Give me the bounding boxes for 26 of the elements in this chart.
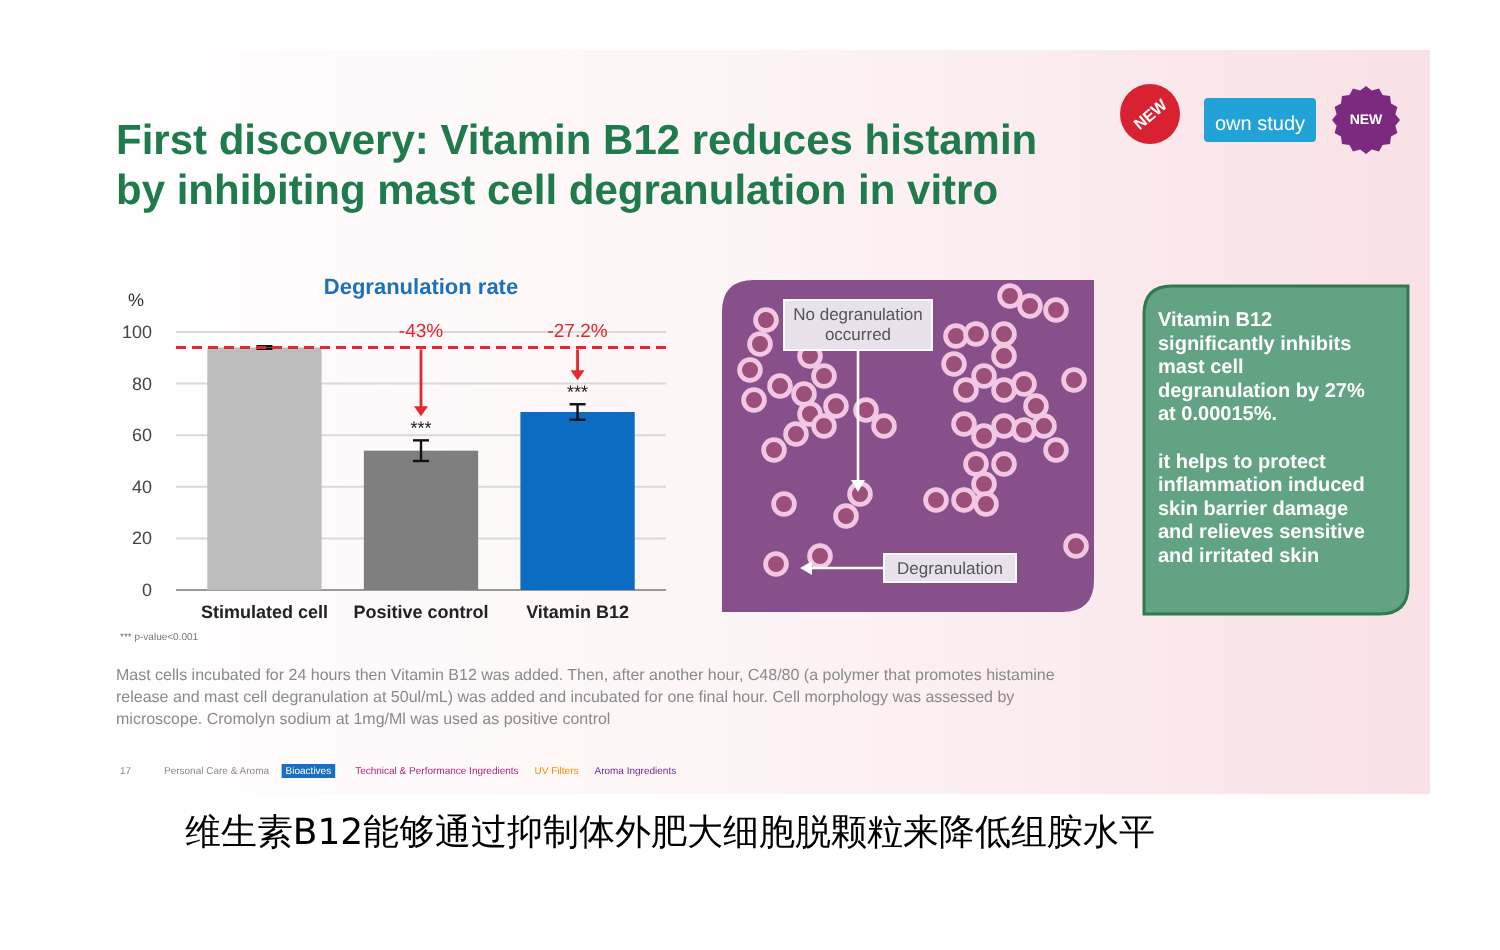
- annotation: -43%: [398, 321, 445, 344]
- y-tick-label: 100: [121, 322, 152, 342]
- bar: [520, 411, 635, 590]
- text: Degranulation: [897, 558, 1004, 578]
- text: own study: [1214, 114, 1306, 136]
- text: No degranulation occurred: [793, 304, 924, 344]
- text: Mast cells incubated for 24 hours then Vitamin B12 was added. Then, after another hour, C48/80 (a polymer that promotes histamine release and mast cell degranulation at 50ul/mL) was added and incubated for one final hour. Cell morphology was assessed by microscope. Cromolyn sodium at 1mg/Ml was used as positive control: [116, 666, 1056, 728]
- chart-subtitle: Degranulation rate: [323, 276, 519, 300]
- y-tick-label: 40: [131, 476, 152, 497]
- y-tick-label: 60: [131, 425, 152, 446]
- text: it helps to protect inflammation induced skin barrier damage and relieves sensitive and irritated skin: [1158, 451, 1366, 568]
- y-tick-label: 80: [131, 373, 152, 394]
- bar: [207, 347, 322, 590]
- chart-title: First discovery: Vitamin B12 reduces histamin by inhibiting mast cell degranulation in vitro: [116, 118, 1038, 214]
- y-axis-title: %: [127, 290, 145, 310]
- x-tick-label: Vitamin B12: [526, 602, 629, 622]
- annotation: ***: [410, 418, 433, 439]
- text: Vitamin B12 significantly inhibits mast cell degranulation by 27% at 0.00015%.: [1158, 310, 1365, 427]
- y-tick-label: 0: [141, 580, 152, 600]
- text: 维生素B12能够通过抑制体外肥大细胞脱颗粒来降低组胺水平: [184, 812, 1156, 854]
- x-tick-label: Stimulated cell: [200, 602, 328, 622]
- annotation: -27.2%: [547, 321, 609, 344]
- y-tick-label: 20: [131, 528, 152, 549]
- bar: [363, 450, 479, 590]
- annotation: ***: [567, 382, 590, 403]
- x-tick-label: Positive control: [353, 602, 489, 622]
